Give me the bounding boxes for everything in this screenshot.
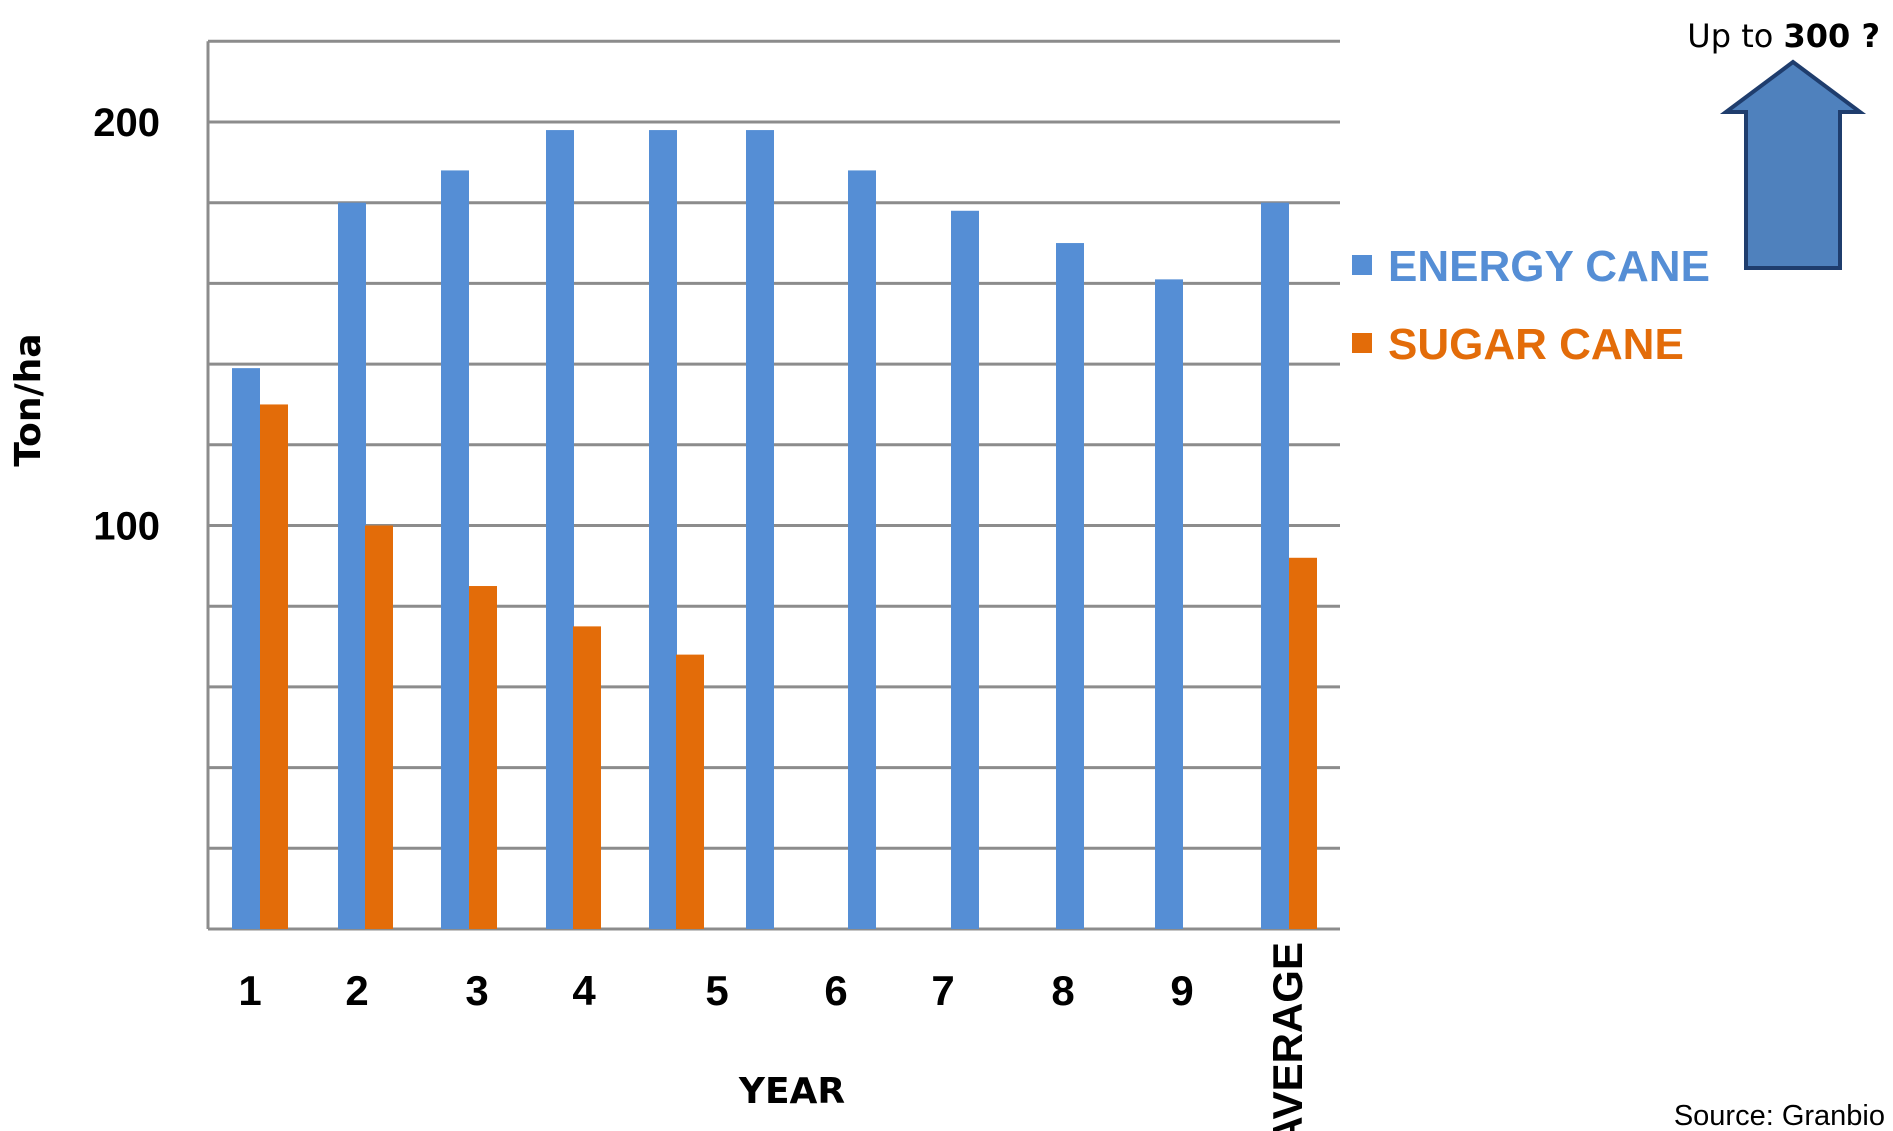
- bar-energy-cane-11: [1261, 202, 1289, 929]
- x-tick-labels: 1 2 3 4 5 6 7 8 9 AVERAGE: [238, 942, 1311, 1131]
- legend-label-energy-cane: ENERGY CANE: [1388, 242, 1710, 291]
- up-arrow-icon: [1719, 59, 1867, 270]
- bar-energy-cane-5: [649, 130, 677, 929]
- x-tick-label: 3: [465, 967, 488, 1014]
- x-tick-label: 8: [1051, 967, 1074, 1014]
- x-tick-label: 4: [572, 967, 596, 1014]
- bar-energy-cane-7: [848, 170, 876, 930]
- bar-sugar-cane-1: [260, 404, 288, 929]
- annotation-value: 300 ?: [1784, 17, 1881, 55]
- bar-sugar-cane-3: [469, 586, 497, 929]
- bar-sugar-cane-4: [573, 626, 601, 929]
- y-tick-label: 100: [93, 505, 160, 549]
- bar-energy-cane-1: [232, 368, 260, 929]
- bars: [232, 130, 1317, 930]
- y-axis-title: Ton/ha: [8, 333, 49, 466]
- annotation-prefix: Up to: [1687, 17, 1783, 55]
- x-tick-label: AVERAGE: [1264, 942, 1311, 1131]
- legend-label-sugar-cane: SUGAR CANE: [1388, 320, 1684, 369]
- bar-sugar-cane-5: [676, 654, 704, 929]
- source-note: Source: Granbio: [1674, 1100, 1885, 1131]
- y-tick-labels: 100 200: [93, 101, 160, 549]
- bar-energy-cane-10: [1155, 279, 1183, 929]
- annotation-text: Up to 300 ?: [1687, 17, 1880, 55]
- bar-energy-cane-9: [1056, 243, 1084, 930]
- bar-energy-cane-4: [546, 130, 574, 929]
- x-tick-label: 5: [705, 967, 728, 1014]
- legend: ENERGY CANE SUGAR CANE: [1352, 242, 1710, 369]
- bar-energy-cane-6: [746, 130, 774, 929]
- x-tick-label: 1: [238, 967, 261, 1014]
- bar-energy-cane-8: [951, 210, 979, 929]
- x-tick-label: 2: [345, 967, 368, 1014]
- bar-energy-cane-2: [338, 202, 366, 929]
- y-tick-label: 200: [93, 101, 160, 145]
- x-tick-label: 7: [931, 967, 954, 1014]
- x-tick-label: 6: [824, 967, 847, 1014]
- x-tick-label: 9: [1170, 967, 1193, 1014]
- bar-energy-cane-3: [441, 170, 469, 930]
- legend-swatch-energy-cane: [1352, 255, 1372, 275]
- legend-swatch-sugar-cane: [1352, 333, 1372, 353]
- bar-sugar-cane-11: [1289, 557, 1317, 929]
- bar-sugar-cane-2: [365, 525, 393, 929]
- x-axis-title: YEAR: [738, 1071, 845, 1112]
